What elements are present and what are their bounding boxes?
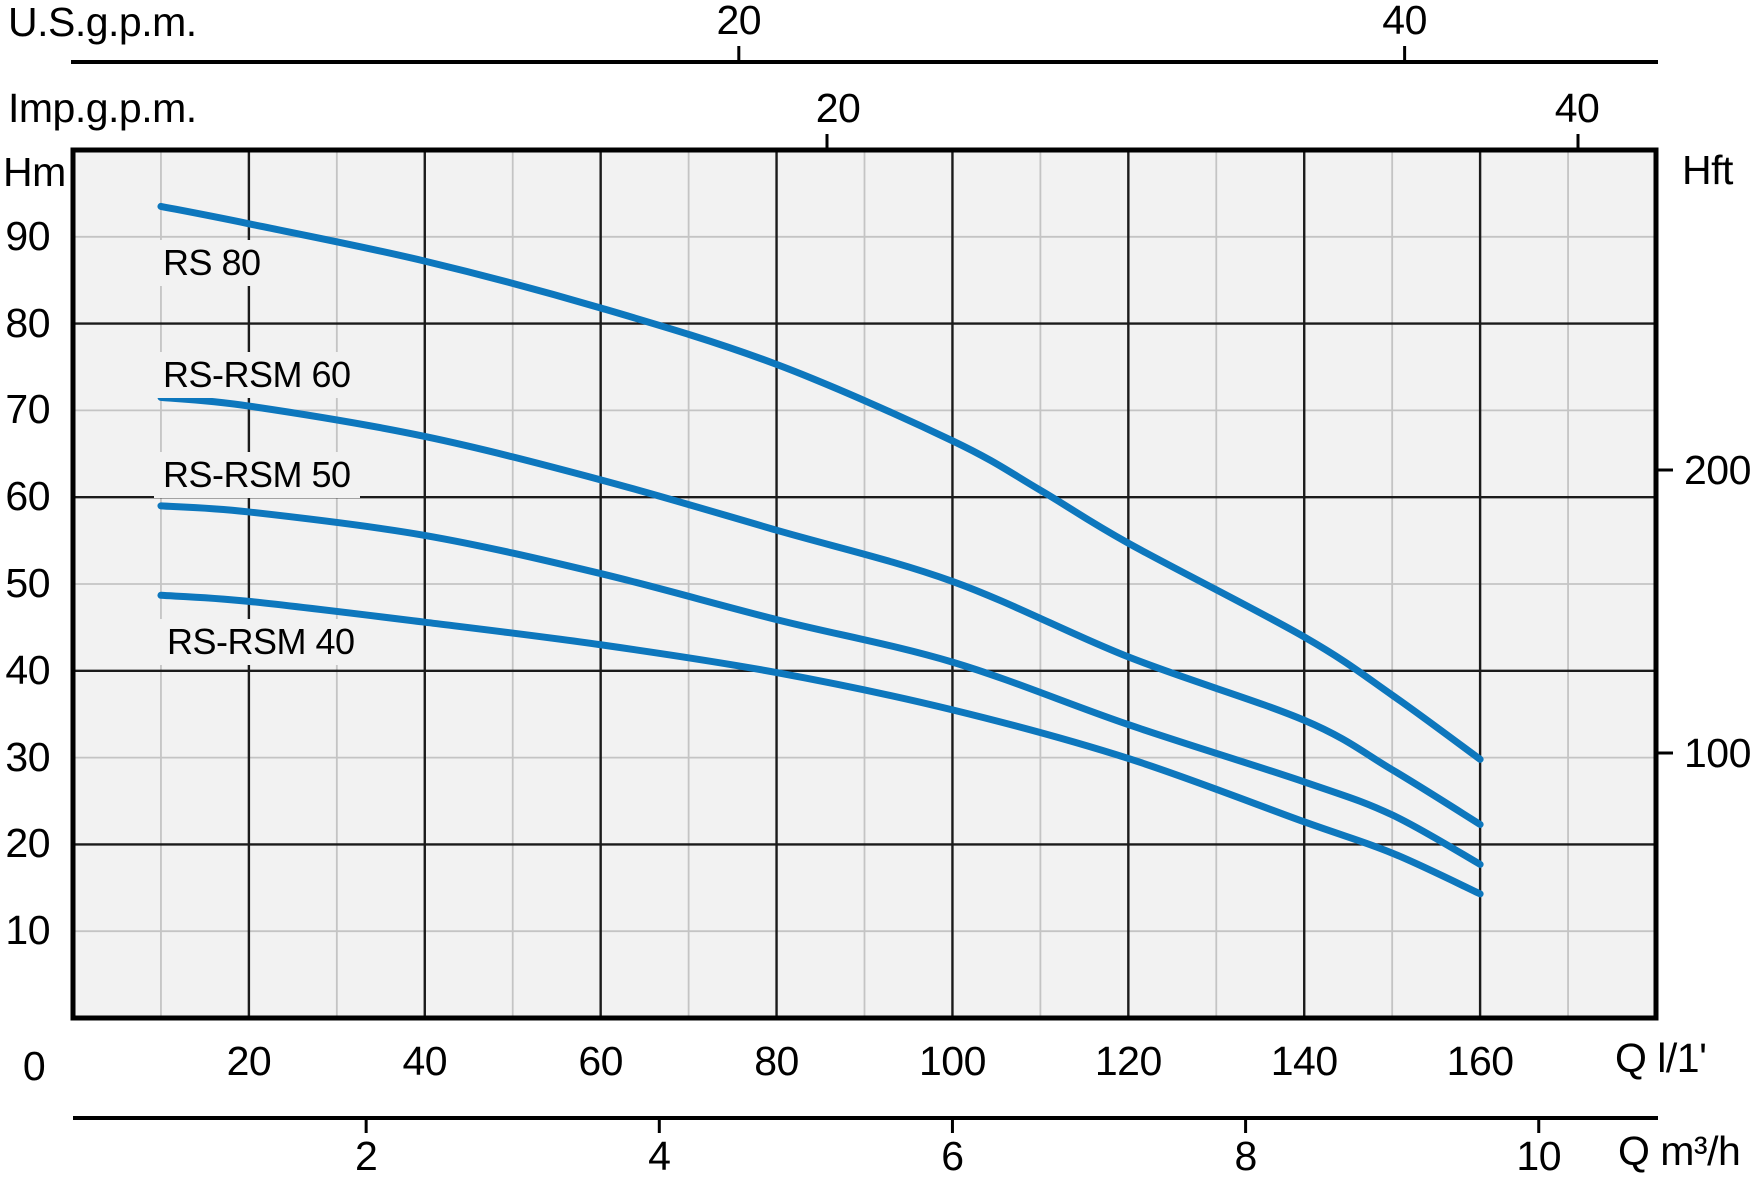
head-m-tick-label: 30 xyxy=(5,733,50,780)
flow-m3h-tick-label: 2 xyxy=(354,1133,378,1179)
curve-label-rs-rsm-60: RS-RSM 60 xyxy=(154,352,360,398)
flow-m3h-tick-label: 6 xyxy=(941,1133,964,1179)
head-ft-axis-label: Hft xyxy=(1682,147,1733,193)
flow-lmin-tick-label: 20 xyxy=(226,1038,272,1084)
flow-lmin-tick-label: 80 xyxy=(754,1038,799,1084)
head-m-tick-label: 50 xyxy=(5,560,50,606)
curve-label-rs-rsm-50: RS-RSM 50 xyxy=(154,452,360,498)
flow-lmin-tick-label: 40 xyxy=(402,1038,448,1084)
imp-gpm-tick-label: 40 xyxy=(1554,85,1600,131)
flow-m3h-axis-label: Q m³/h xyxy=(1618,1128,1741,1174)
flow-lmin-tick-label: 100 xyxy=(918,1038,986,1084)
head-m-tick-label: 90 xyxy=(5,212,50,259)
head-m-axis-label: Hm xyxy=(3,149,66,195)
us-gpm-tick-label: 40 xyxy=(1382,0,1427,43)
pump-curve-rs-rsm-40 xyxy=(157,591,1484,898)
pump-curve-rs-80 xyxy=(157,202,1484,763)
flow-m3h-tick-label: 10 xyxy=(1516,1133,1562,1179)
us-gpm-tick-label: 20 xyxy=(716,0,762,43)
head-m-tick-label: 20 xyxy=(5,820,50,867)
us-gpm-axis-label: U.S.g.p.m. xyxy=(8,0,197,45)
pump-curve-rs-rsm-60 xyxy=(157,393,1484,828)
head-ft-tick-label: 200 xyxy=(1684,447,1751,493)
flow-lmin-tick-label: 120 xyxy=(1094,1038,1162,1084)
head-ft-tick-label: 100 xyxy=(1684,730,1751,776)
plot-border xyxy=(70,147,1659,1021)
curve-label-rs-80: RS 80 xyxy=(154,240,270,286)
flow-lmin-tick-label: 140 xyxy=(1270,1038,1338,1084)
flow-m3h-tick-label: 4 xyxy=(648,1133,671,1179)
head-m-tick-label: 70 xyxy=(5,386,50,433)
curve-label-rs-rsm-40: RS-RSM 40 xyxy=(158,619,364,665)
head-m-tick-label: 10 xyxy=(5,907,50,954)
head-m-tick-label: 80 xyxy=(5,299,50,346)
imp-gpm-axis-label: Imp.g.p.m. xyxy=(8,85,197,131)
flow-m3h-tick-label: 8 xyxy=(1234,1133,1257,1179)
flow-lmin-tick-label: 60 xyxy=(578,1038,623,1084)
origin-zero-label: 0 xyxy=(22,1043,46,1089)
head-m-tick-label: 40 xyxy=(5,646,50,693)
flow-lmin-tick-label: 160 xyxy=(1446,1038,1514,1084)
head-m-tick-label: 60 xyxy=(5,473,50,520)
imp-gpm-tick-label: 20 xyxy=(815,85,861,131)
pump-curve-rs-rsm-50 xyxy=(157,502,1484,868)
flow-lmin-axis-label: Q l/1' xyxy=(1615,1035,1707,1081)
